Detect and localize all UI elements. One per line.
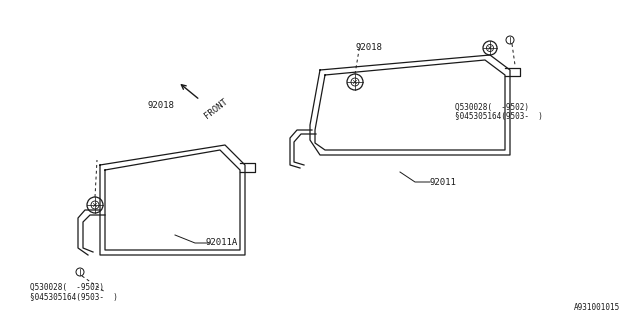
Text: 92011A: 92011A [205, 238, 237, 247]
Text: FRONT: FRONT [203, 97, 230, 121]
Text: 92011: 92011 [430, 178, 457, 187]
Text: §045305164(9503-  ): §045305164(9503- ) [30, 293, 118, 302]
Text: Q530028(  -9502): Q530028( -9502) [30, 283, 104, 292]
Text: 92018: 92018 [148, 101, 175, 110]
Text: 92018: 92018 [355, 43, 382, 52]
Text: Q530028(  -9502): Q530028( -9502) [455, 103, 529, 112]
Text: A931001015: A931001015 [573, 303, 620, 312]
Text: §045305164(9503-  ): §045305164(9503- ) [455, 112, 543, 121]
